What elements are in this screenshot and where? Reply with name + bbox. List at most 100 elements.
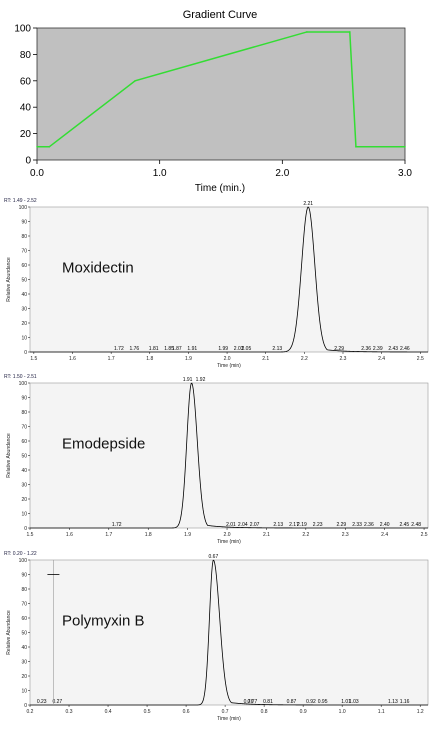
x-tick-label: 2.0	[275, 168, 289, 179]
y-tick-label: 0	[24, 703, 27, 709]
y-axis-label: Relative Abundance	[6, 257, 12, 302]
plot-area	[29, 206, 429, 353]
peak-rt-label: 2.48	[411, 522, 421, 528]
rt-range-label: RT: 1.49 - 2.52	[4, 198, 37, 204]
x-tick-label: 0.4	[105, 709, 112, 715]
y-tick-label: 0	[25, 156, 31, 167]
gradient-point	[355, 146, 357, 148]
x-tick-label: 2.0	[224, 356, 231, 362]
compound-name: Moxidectin	[62, 259, 134, 276]
x-tick-label: 1.2	[417, 709, 424, 715]
y-tick-label: 10	[21, 688, 27, 694]
x-tick-label: 1.6	[69, 356, 76, 362]
peak-rt-label: 1.13	[388, 699, 398, 705]
gradient-point	[404, 146, 406, 148]
plot-area	[29, 382, 429, 529]
y-tick-label: 80	[20, 50, 32, 61]
peak-rt-label: 0.87	[287, 699, 297, 705]
peak-rt-label: 0.92	[306, 699, 316, 705]
peak-rt-label: 2.43	[388, 346, 398, 352]
y-tick-label: 40	[20, 103, 32, 114]
y-tick-label: 20	[21, 321, 27, 327]
y-tick-label: 40	[21, 645, 27, 651]
x-tick-label: 1.8	[145, 532, 152, 538]
gradient-point	[306, 31, 308, 33]
peak-rt-label: 2.13	[272, 346, 282, 352]
y-axis-label: Relative Abundance	[6, 433, 12, 478]
peak-rt-label: 0.95	[318, 699, 328, 705]
x-axis-label: Time (min)	[217, 716, 241, 722]
peak-rt-label: 2.23	[313, 522, 323, 528]
y-tick-label: 60	[21, 263, 27, 269]
x-tick-label: 2.3	[340, 356, 347, 362]
x-tick-label: 2.1	[263, 532, 270, 538]
apex-rt-label: 0.67	[209, 554, 219, 560]
peak-rt-label: 1.91	[187, 346, 197, 352]
y-axis-label: Relative Abundance	[6, 610, 12, 655]
peak-rt-label: 2.45	[399, 522, 409, 528]
peak-rt-label: 1.76	[129, 346, 139, 352]
peak-rt-label: 2.03	[234, 346, 244, 352]
x-tick-label: 2.0	[224, 532, 231, 538]
y-tick-label: 30	[21, 482, 27, 488]
y-tick-label: 20	[21, 497, 27, 503]
y-tick-label: 0	[24, 350, 27, 356]
x-tick-label: 1.5	[30, 356, 37, 362]
y-tick-label: 90	[21, 572, 27, 578]
x-tick-label: 1.6	[66, 532, 73, 538]
peak-rt-label: 0.76	[244, 699, 254, 705]
peak-rt-label: 0.23	[37, 699, 47, 705]
chromatogram-2: RT: 1.50 - 2.51 0 10 20 30 40 50 60 70 80 90 100 1.5…	[4, 374, 429, 545]
x-tick-label: 1.1	[378, 709, 385, 715]
x-tick-label: 1.9	[185, 356, 192, 362]
peak-rt-label: 2.17	[289, 522, 299, 528]
x-tick-label: 1.0	[339, 709, 346, 715]
x-axis-label: Time (min)	[217, 539, 241, 545]
y-tick-label: 60	[21, 616, 27, 622]
gradient-point	[349, 31, 351, 33]
chromatogram-1: RT: 1.49 - 2.52 0 10 20 30 40 50 60 70 80 90 100 1.5…	[4, 198, 429, 369]
y-tick-label: 80	[21, 587, 27, 593]
x-tick-label: 1.5	[27, 532, 34, 538]
peak-rt-label: 2.19	[297, 522, 307, 528]
x-tick-label: 2.3	[342, 532, 349, 538]
x-tick-label: 1.8	[146, 356, 153, 362]
peak-rt-label: 1.87	[172, 346, 182, 352]
y-tick-label: 50	[21, 277, 27, 283]
peak-rt-label: 1.85	[164, 346, 174, 352]
x-tick-label: 2.5	[421, 532, 428, 538]
y-tick-label: 80	[21, 234, 27, 240]
gradient-point	[48, 146, 51, 148]
gradient-point	[36, 146, 38, 148]
x-tick-label: 0.5	[144, 709, 151, 715]
x-tick-label: 2.5	[417, 356, 424, 362]
x-tick-label: 1.7	[108, 356, 115, 362]
y-tick-label: 40	[21, 292, 27, 298]
y-tick-label: 100	[19, 558, 28, 564]
peak-rt-label: 1.72	[114, 346, 124, 352]
x-tick-label: 0.8	[261, 709, 268, 715]
peak-rt-label: 2.46	[400, 346, 410, 352]
y-tick-label: 30	[21, 659, 27, 665]
y-tick-label: 30	[21, 306, 27, 312]
x-tick-label: 2.4	[381, 532, 388, 538]
chart-title: Gradient Curve	[183, 9, 258, 21]
y-tick-label: 90	[21, 395, 27, 401]
apex-rt-label: 1.92	[196, 377, 206, 383]
peak-rt-label: 0.81	[263, 699, 273, 705]
apex-rt-label: 1.91	[183, 377, 193, 383]
chromatogram-3: RT: 0.20 - 1.22 0 10 20 30 40 50 60 70 80 90 100 0.2…	[4, 551, 429, 722]
compound-name: Polymyxin B	[62, 612, 145, 629]
y-tick-label: 60	[20, 76, 32, 87]
x-tick-label: 2.2	[302, 532, 309, 538]
peak-rt-label: 2.36	[364, 522, 374, 528]
x-tick-label: 0.7	[222, 709, 229, 715]
peak-rt-label: 2.07	[250, 522, 260, 528]
y-tick-label: 90	[21, 219, 27, 225]
y-tick-label: 40	[21, 468, 27, 474]
x-axis-label: Time (min.)	[195, 183, 245, 194]
y-tick-label: 0	[24, 526, 27, 532]
y-tick-label: 100	[14, 24, 31, 35]
x-tick-label: 1.9	[184, 532, 191, 538]
peak-rt-label: 1.81	[149, 346, 159, 352]
